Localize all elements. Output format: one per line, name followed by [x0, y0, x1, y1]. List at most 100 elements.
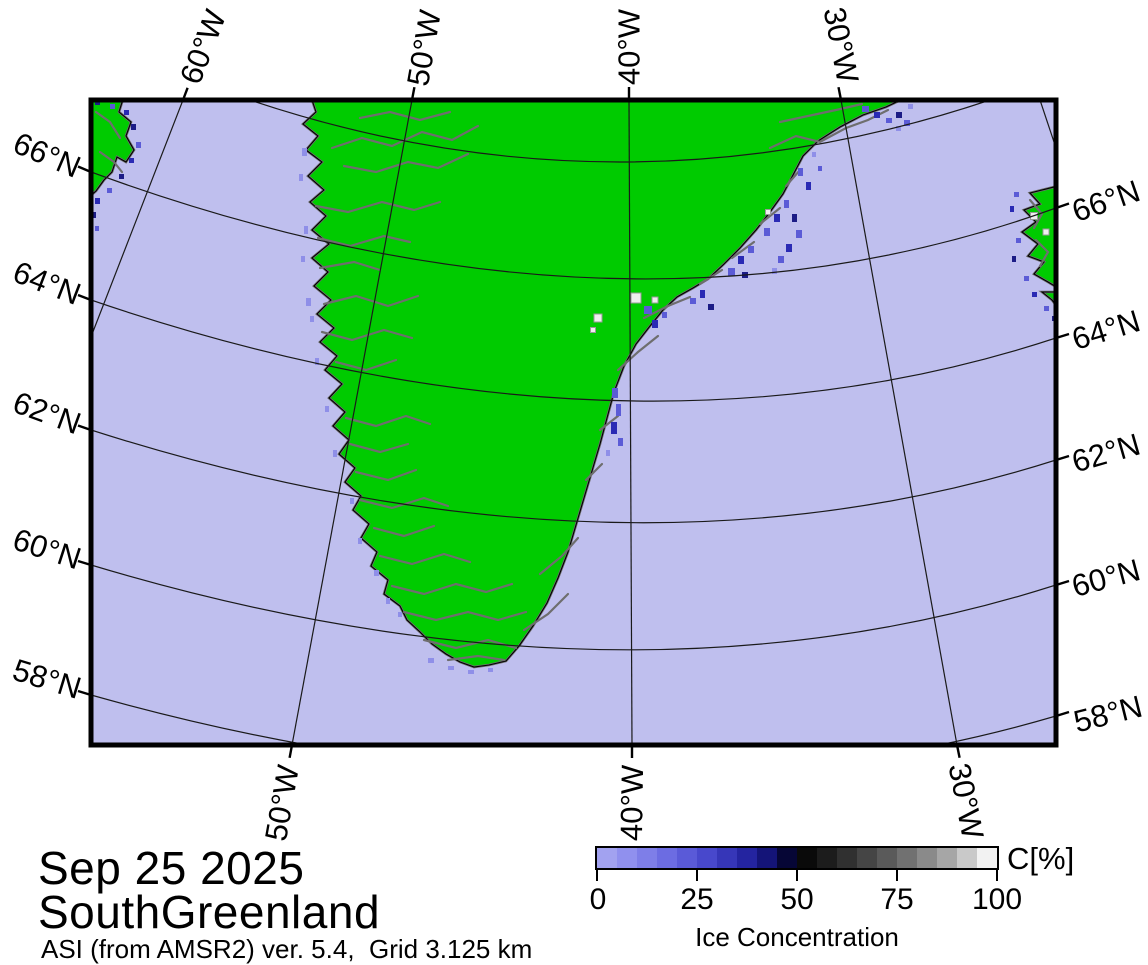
- ice-speck: [690, 298, 696, 304]
- fjord-line: [616, 334, 660, 372]
- parallel-62n: [91, 429, 1056, 524]
- ice-speck: [904, 120, 910, 126]
- ice-speck: [124, 110, 129, 115]
- fjord-line: [378, 552, 472, 566]
- colorbar-tick-75: [896, 870, 898, 881]
- ice-speck: [1016, 238, 1021, 243]
- ice-speck: [772, 268, 777, 274]
- fjord-line: [1028, 198, 1044, 230]
- ice-speck: [708, 304, 714, 310]
- colorbar-gradient: [595, 846, 999, 870]
- ice-speck: [468, 670, 474, 674]
- colorbar-cell: [697, 848, 717, 868]
- ice-speck: [119, 174, 124, 179]
- fjord-line: [390, 582, 514, 596]
- ice-speck: [301, 256, 305, 262]
- ice-speck: [606, 450, 610, 456]
- parallel-58n: [91, 694, 1056, 745]
- fjord-line: [322, 294, 420, 308]
- fjord-line: [778, 102, 864, 124]
- ice-speck: [896, 112, 902, 118]
- colorbar-cell: [737, 848, 757, 868]
- colorbar-cell: [857, 848, 877, 868]
- ice-patch-white: [765, 209, 771, 215]
- baffin-island-landmass-outline: [91, 100, 135, 197]
- colorbar-tick-0: [596, 870, 598, 881]
- ice-speck: [1010, 206, 1014, 212]
- ice-speck: [611, 422, 617, 434]
- title-date: Sep 25 2025: [38, 842, 305, 894]
- iceland-islet-outline: [1040, 291, 1056, 307]
- colorbar-cell: [917, 848, 937, 868]
- ice-speck: [374, 570, 379, 576]
- colorbar-tick-25: [696, 870, 698, 881]
- greenland-landmass-outline: [302, 100, 903, 668]
- fjord-line: [358, 110, 452, 122]
- colorbar-cell: [777, 848, 797, 868]
- colorbar-axis-label: Ice Concentration: [695, 922, 899, 952]
- colorbar-ticklabel-75: 75: [880, 883, 914, 916]
- ice-speck: [908, 104, 913, 109]
- fjord-line: [784, 168, 802, 188]
- ice-speck: [315, 358, 319, 365]
- fjord-line: [348, 442, 410, 454]
- fjord-line: [318, 260, 382, 272]
- meridian-60w: [91, 100, 184, 339]
- ice-speck: [896, 126, 901, 131]
- colorbar-cell: [657, 848, 677, 868]
- meridian-30w: [840, 100, 958, 745]
- fjord-line: [316, 234, 412, 248]
- ice-speck: [738, 256, 744, 264]
- fjord-line: [768, 108, 890, 150]
- ice-speck: [1012, 256, 1016, 262]
- colorbar-cell: [877, 848, 897, 868]
- ice-speck: [796, 230, 802, 238]
- colorbar-tick-100: [996, 870, 998, 881]
- fjord-line: [342, 152, 470, 174]
- ice-speck: [92, 212, 96, 218]
- parallel-60n: [91, 564, 1056, 651]
- fjord-line: [538, 536, 580, 576]
- ice-speck: [488, 668, 493, 672]
- colorbar-ticklabel-50: 50: [780, 883, 814, 916]
- map-layers: [91, 100, 1056, 745]
- colorbar-cell: [757, 848, 777, 868]
- ice-speck: [386, 598, 390, 604]
- ice-speck: [95, 198, 100, 204]
- colorbar-cell: [637, 848, 657, 868]
- parallel-66n: [91, 171, 1056, 280]
- colorbar-cell: [837, 848, 857, 868]
- ice-speck: [325, 406, 329, 412]
- ice-speck: [358, 538, 362, 544]
- fjord-line: [94, 110, 122, 140]
- colorbar-cell: [677, 848, 697, 868]
- ice-speck: [310, 316, 314, 322]
- parallel-68n: [249, 100, 991, 163]
- ice-speck: [886, 118, 892, 123]
- fjord-line: [422, 638, 518, 650]
- fjord-line: [358, 496, 450, 510]
- colorbar-cell: [617, 848, 637, 868]
- ice-speck: [1024, 276, 1029, 281]
- colorbar-tick-50: [796, 870, 798, 881]
- fjord-line: [402, 610, 528, 622]
- fjord-line: [522, 592, 570, 632]
- colorbar-cell: [797, 848, 817, 868]
- lon-label-bottom-40w: 40°W: [613, 764, 651, 842]
- ice-patch-white: [590, 327, 596, 333]
- meridian-50w: [291, 100, 413, 745]
- ice-speck: [778, 256, 784, 263]
- fjord-line: [446, 654, 506, 662]
- ice-speck: [110, 104, 115, 109]
- ice-speck: [792, 214, 797, 222]
- fjord-line: [1034, 238, 1050, 268]
- graticule: [91, 100, 1056, 745]
- colorbar-cell: [717, 848, 737, 868]
- ice-speck: [874, 112, 880, 118]
- ice-speck: [812, 152, 816, 157]
- fjord-line: [730, 240, 756, 260]
- colorbar-cell: [897, 848, 917, 868]
- ice-speck: [662, 312, 667, 318]
